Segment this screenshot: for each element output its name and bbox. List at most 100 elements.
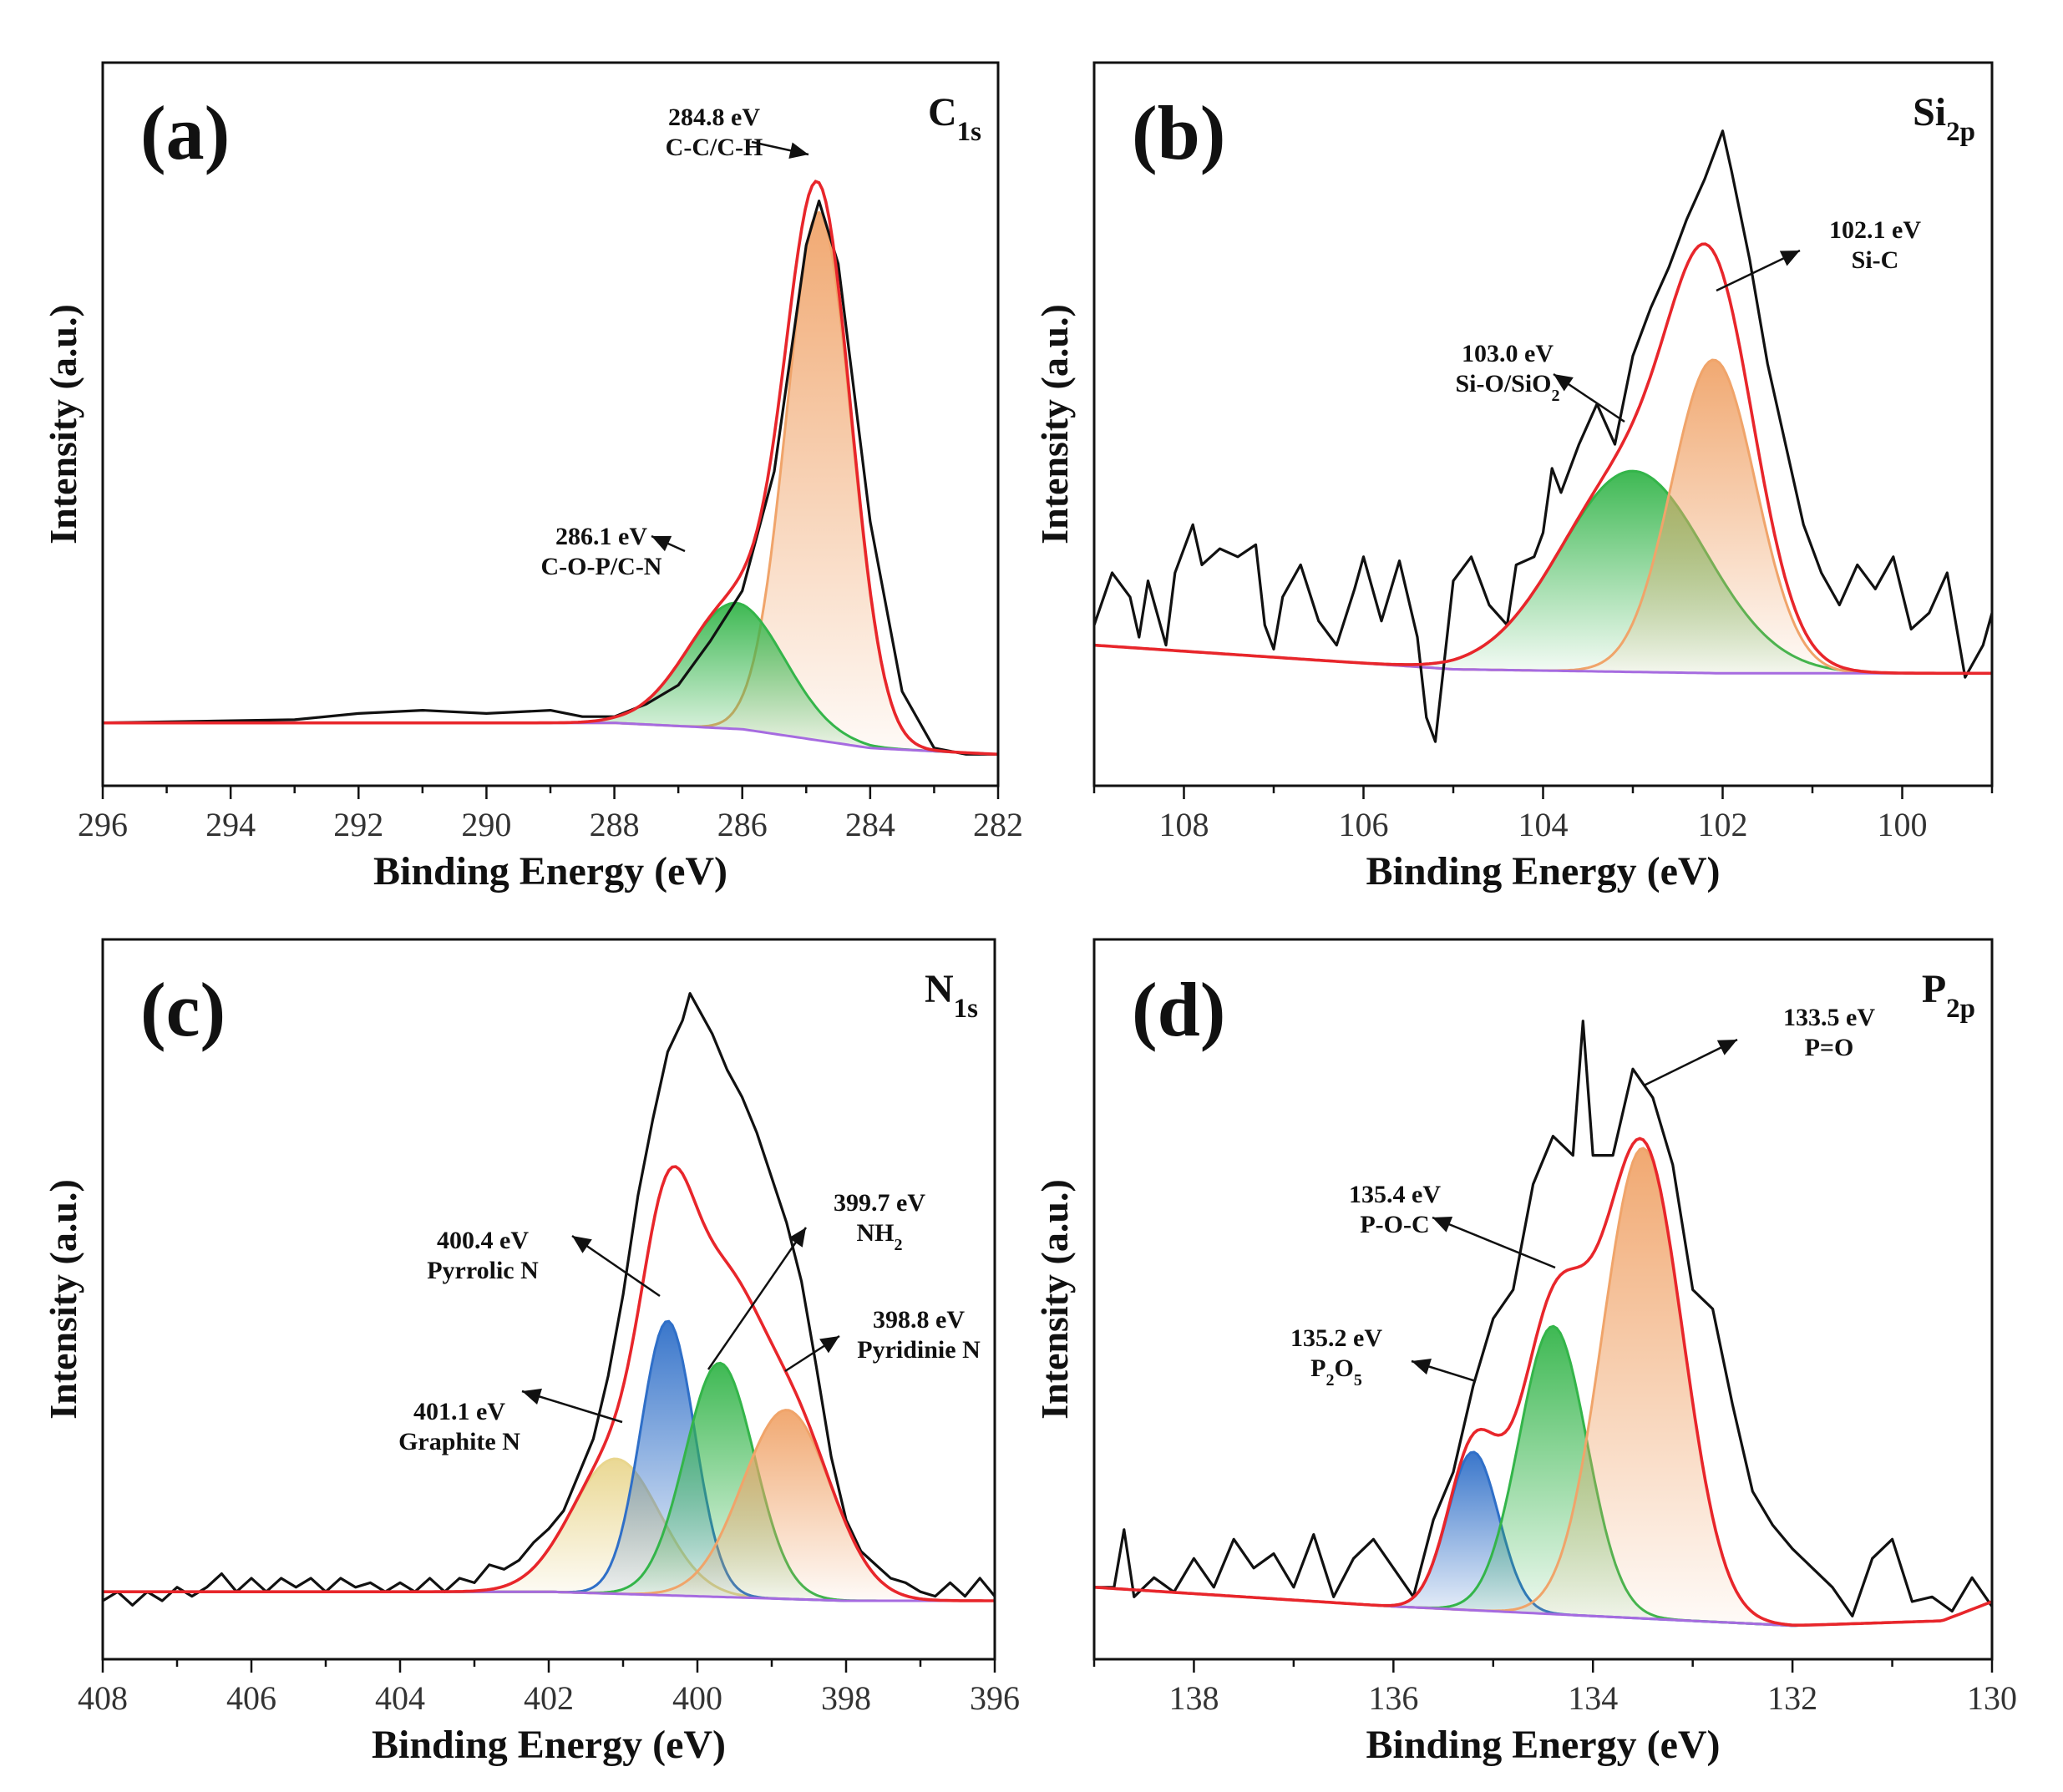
peak-assignment-label: Pyridinie N — [857, 1336, 981, 1364]
plot-frame — [1092, 61, 1994, 787]
peak-energy-label: 135.2 eV — [1290, 1324, 1382, 1352]
annotation-arrow-head — [1432, 1217, 1453, 1233]
element-label: Si2p — [1913, 90, 1975, 147]
peak-energy-label: 103.0 eV — [1462, 340, 1554, 367]
x-axis-label: Binding Energy (eV) — [1366, 1723, 1720, 1767]
element-label: N1s — [925, 967, 978, 1024]
peak-assignment-label: C-C/C-H — [666, 134, 763, 161]
annotation-arrow-line — [707, 1227, 808, 1370]
envelope-fit-line — [1094, 242, 1992, 676]
annotation-arrow-head — [1412, 1358, 1432, 1375]
peak-fill-pyridinie-n — [103, 1410, 995, 1601]
panel-label: (a) — [140, 90, 230, 175]
annotation-arrow-head — [522, 1388, 542, 1405]
peak-assignment-label: Si-O/SiO2 — [1455, 370, 1559, 405]
panel-b-si2p: 108 106 104 102 100 Binding Energy (eV) Intens… — [1033, 61, 1994, 893]
raw-spectrum-line — [1094, 1020, 1992, 1617]
peak-energy-label: 398.8 eV — [873, 1306, 965, 1334]
element-label: C1s — [928, 90, 981, 147]
element-label: P2p — [1922, 967, 1975, 1024]
raw-spectrum-line — [103, 200, 998, 756]
x-tick-label: 106 — [1339, 806, 1389, 843]
envelope-fit-line — [1094, 1136, 1992, 1627]
x-tick-label: 102 — [1698, 806, 1748, 843]
x-tick-label: 396 — [970, 1679, 1020, 1717]
peak-assignment-label: Pyrrolic N — [427, 1257, 539, 1284]
annotation-arrow-head — [572, 1236, 592, 1253]
x-tick-label: 404 — [375, 1679, 425, 1717]
x-tick-label: 108 — [1159, 806, 1209, 843]
peak-energy-label: 133.5 eV — [1783, 1004, 1875, 1031]
raw-spectrum-line — [1094, 129, 1992, 743]
plot-area — [1094, 129, 1992, 743]
x-tick-label: 402 — [524, 1679, 574, 1717]
peak-assignment-label: P-O-C — [1360, 1211, 1429, 1238]
panel-label: (b) — [1132, 90, 1225, 175]
peak-fill-si-c — [1094, 360, 1992, 674]
x-axis-label: Binding Energy (eV) — [373, 849, 727, 893]
y-axis-label: Intensity (a.u.) — [42, 1179, 84, 1420]
x-axis-label: Binding Energy (eV) — [372, 1723, 726, 1767]
x-tick-label: 406 — [226, 1679, 276, 1717]
peak-fill-graphite-n — [103, 1459, 995, 1601]
x-tick-label: 104 — [1518, 806, 1569, 843]
peak-fill-c-c-c-h — [103, 212, 998, 755]
annotation-arrow-line — [1432, 1216, 1556, 1269]
panel-c-n1s: 408 406 404 402 400 398 396 Binding Energy (eV)… — [42, 938, 1020, 1767]
panel-a-c1s: 296 294 292 290 288 286 284 282 Binding Energy (… — [42, 61, 1023, 893]
peak-assignment-label: C-O-P/C-N — [541, 553, 662, 580]
x-tick-label: 282 — [973, 806, 1023, 843]
x-tick-label: 288 — [590, 806, 640, 843]
peak-fill-c-o-p-c-n — [103, 603, 998, 755]
peak-energy-label: 284.8 eV — [668, 104, 760, 131]
x-tick-label: 132 — [1767, 1679, 1817, 1717]
x-tick-label: 398 — [821, 1679, 871, 1717]
x-tick-label: 138 — [1168, 1679, 1219, 1717]
peak-energy-label: 286.1 eV — [555, 523, 647, 550]
panel-label: (c) — [140, 967, 226, 1052]
annotation-arrow-head — [819, 1336, 839, 1354]
peak-energy-label: 135.4 eV — [1349, 1181, 1441, 1208]
peak-energy-label: 102.1 eV — [1829, 216, 1921, 244]
envelope-fit-line — [103, 1165, 995, 1602]
annotation-arrow-head — [1554, 374, 1574, 392]
x-tick-label: 400 — [672, 1679, 722, 1717]
peak-assignment-label: NH2 — [857, 1219, 903, 1254]
x-tick-label: 284 — [845, 806, 895, 843]
raw-spectrum-line — [103, 992, 995, 1607]
x-axis-label: Binding Energy (eV) — [1366, 849, 1720, 893]
annotation-arrow-head — [1779, 251, 1800, 266]
peak-fill-p-o-c — [1094, 1326, 1992, 1626]
plot-area — [1094, 1020, 1992, 1627]
plot-area — [103, 992, 995, 1607]
peak-energy-label: 400.4 eV — [437, 1227, 529, 1254]
panel-label: (d) — [1132, 967, 1225, 1052]
peak-fill-si-o-sio2 — [1094, 471, 1992, 674]
x-tick-label: 134 — [1568, 1679, 1618, 1717]
peak-energy-label: 401.1 eV — [413, 1398, 505, 1425]
annotation-arrow-head — [788, 1228, 806, 1248]
y-axis-label: Intensity (a.u.) — [1033, 304, 1076, 544]
peak-assignment-label: Graphite N — [398, 1428, 520, 1455]
x-tick-label: 100 — [1878, 806, 1928, 843]
x-tick-label: 290 — [461, 806, 511, 843]
x-tick-label: 136 — [1368, 1679, 1418, 1717]
x-tick-label: 296 — [78, 806, 128, 843]
x-tick-label: 292 — [333, 806, 383, 843]
peak-assignment-label: P2O5 — [1310, 1354, 1362, 1390]
annotation-arrow-head — [1716, 1040, 1737, 1055]
y-axis-label: Intensity (a.u.) — [42, 304, 84, 544]
y-axis-label: Intensity (a.u.) — [1033, 1179, 1076, 1420]
x-tick-label: 130 — [1967, 1679, 2017, 1717]
peak-assignment-label: Si-C — [1852, 246, 1899, 274]
plot-frame — [1092, 938, 1994, 1661]
peak-energy-label: 399.7 eV — [834, 1189, 925, 1217]
x-tick-label: 294 — [205, 806, 256, 843]
annotation-arrow-head — [651, 535, 672, 552]
envelope-fit-line — [103, 180, 998, 757]
peak-assignment-label: P=O — [1805, 1034, 1854, 1061]
annotation-arrow-head — [788, 142, 808, 159]
panel-d-p2p: 138 136 134 132 130 Binding Energy (eV) Intens… — [1033, 938, 2017, 1767]
x-tick-label: 286 — [717, 806, 768, 843]
